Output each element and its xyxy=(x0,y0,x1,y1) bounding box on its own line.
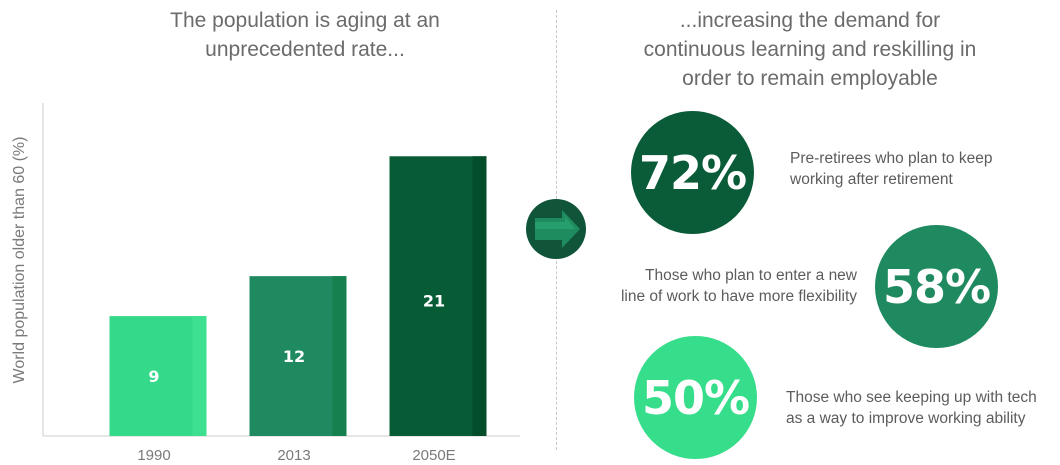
bar-value-label-2050E: 21 xyxy=(423,291,445,310)
right-arrow-icon xyxy=(526,199,586,259)
bar-1990 xyxy=(109,316,207,436)
bar-value-label-1990: 9 xyxy=(148,367,159,386)
stat-description-72: Pre-retirees who plan to keep working af… xyxy=(790,150,993,188)
chart-labels: 9 1990 12 2013 21 2050E xyxy=(137,291,455,464)
stat-circle-58: 58% xyxy=(875,225,998,348)
x-tick-label-2013: 2013 xyxy=(277,447,310,464)
bar-shade-2050E xyxy=(472,156,487,436)
right-title: ...increasing the demand for continuous … xyxy=(643,9,977,90)
stat-circle-50: 50% xyxy=(634,336,757,459)
y-axis-label: World population older than 60 (%) xyxy=(11,137,28,384)
x-tick-label-1990: 1990 xyxy=(137,447,170,464)
bar-shade-1990 xyxy=(192,316,207,436)
chart-bars xyxy=(109,156,487,436)
bar-value-label-2013: 12 xyxy=(283,347,305,366)
bar-shade-2013 xyxy=(332,276,347,436)
bar-chart: 9 1990 12 2013 21 2050E World population olde… xyxy=(11,103,520,464)
x-tick-label-2050E: 2050E xyxy=(412,447,455,464)
bar-2013 xyxy=(249,276,347,436)
stat-description-58: Those who plan to enter a new line of wo… xyxy=(620,267,857,305)
left-title: The population is aging at an unpreceden… xyxy=(170,9,440,61)
bar-2050E xyxy=(389,156,487,436)
arrow-highlight xyxy=(535,216,575,229)
stat-circle-72: 72% xyxy=(631,111,754,234)
stat-description-50: Those who see keeping up with tech as a … xyxy=(786,389,1037,427)
